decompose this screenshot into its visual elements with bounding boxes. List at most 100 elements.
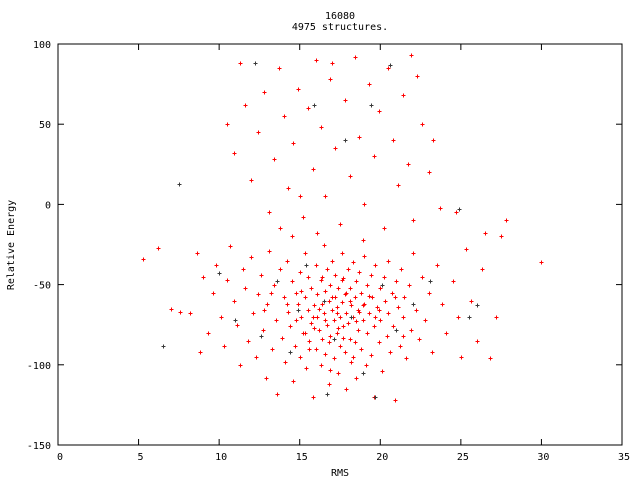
data-point (243, 103, 248, 108)
data-point (351, 355, 356, 360)
data-point (294, 318, 299, 323)
data-point (322, 311, 327, 316)
data-point (293, 344, 298, 349)
data-point (275, 392, 280, 397)
data-point (222, 344, 227, 349)
x-tick-label: 10 (215, 452, 227, 463)
data-point (327, 382, 332, 387)
data-point (254, 355, 259, 360)
data-point (314, 347, 319, 352)
data-point (391, 138, 396, 143)
data-point (272, 157, 277, 162)
x-axis-label: RMS (331, 468, 349, 479)
data-point (333, 146, 338, 151)
data-point (323, 289, 328, 294)
data-point (367, 311, 372, 316)
data-point (378, 286, 383, 291)
data-point (325, 267, 330, 272)
data-point (346, 267, 351, 272)
data-point (409, 53, 414, 58)
data-point (401, 315, 406, 320)
data-point (411, 251, 416, 256)
data-point (428, 279, 433, 284)
data-point (261, 328, 266, 333)
data-point (361, 303, 366, 308)
data-point (488, 356, 493, 361)
data-point (294, 291, 299, 296)
data-point (309, 321, 314, 326)
data-point (377, 109, 382, 114)
data-point (343, 138, 348, 143)
data-point (361, 371, 366, 376)
data-point (431, 138, 436, 143)
data-point (141, 257, 146, 262)
data-point (348, 174, 353, 179)
x-tick-label: 20 (376, 452, 388, 463)
data-point (296, 308, 301, 313)
data-point (354, 279, 359, 284)
data-point (319, 363, 324, 368)
data-point (386, 311, 391, 316)
data-point (278, 267, 283, 272)
data-point (270, 347, 275, 352)
data-point (373, 263, 378, 268)
data-point (406, 162, 411, 167)
data-point (301, 215, 306, 220)
data-point (399, 267, 404, 272)
x-tick-label: 15 (296, 452, 308, 463)
data-point (336, 286, 341, 291)
data-point (303, 295, 308, 300)
data-point (364, 363, 369, 368)
data-point (169, 307, 174, 312)
data-point (390, 291, 395, 296)
data-point (278, 226, 283, 231)
data-point (396, 305, 401, 310)
data-point (393, 295, 398, 300)
data-point (178, 310, 183, 315)
axis-ticks: 0 5 10 15 20 25 30 35 -150 -100 -50 0 50 100 (27, 40, 630, 463)
data-point (314, 58, 319, 63)
x-tick-label: 5 (138, 452, 144, 463)
data-point (362, 254, 367, 259)
data-point (277, 66, 282, 71)
data-point (161, 344, 166, 349)
data-point (312, 326, 317, 331)
data-point (304, 263, 309, 268)
data-point (319, 125, 324, 130)
data-point (382, 275, 387, 280)
data-point (312, 303, 317, 308)
data-point (341, 336, 346, 341)
data-point (372, 324, 377, 329)
data-point (356, 328, 361, 333)
data-point (373, 395, 378, 400)
data-point (346, 321, 351, 326)
data-point (298, 270, 303, 275)
data-point (311, 315, 316, 320)
data-point (365, 283, 370, 288)
data-point (483, 231, 488, 236)
data-point (435, 263, 440, 268)
data-point (359, 291, 364, 296)
data-point (283, 360, 288, 365)
data-point (451, 279, 456, 284)
x-tick-label: 25 (457, 452, 469, 463)
data-point (307, 339, 312, 344)
data-point (391, 324, 396, 329)
data-point (357, 310, 362, 315)
data-point (285, 302, 290, 307)
data-point (309, 286, 314, 291)
data-point (311, 167, 316, 172)
data-point (267, 210, 272, 215)
data-point (401, 334, 406, 339)
data-point (327, 340, 332, 345)
data-point (280, 336, 285, 341)
data-point (299, 315, 304, 320)
data-point (349, 303, 354, 308)
data-point (330, 295, 335, 300)
data-point (420, 275, 425, 280)
data-point (311, 395, 316, 400)
data-point (464, 247, 469, 252)
y-tick-label: -150 (27, 441, 51, 452)
data-point (388, 350, 393, 355)
data-point (306, 308, 311, 313)
